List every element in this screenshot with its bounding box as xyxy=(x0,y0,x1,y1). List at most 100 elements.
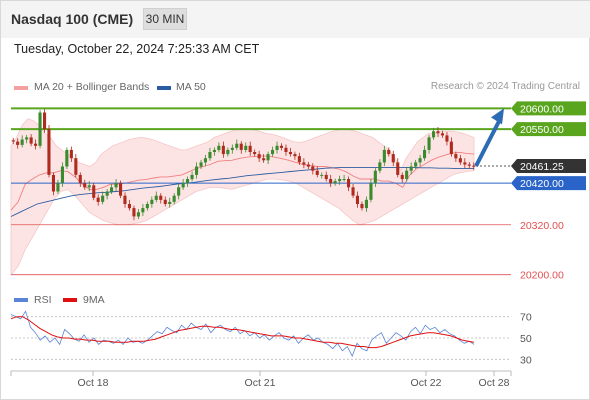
candle-body xyxy=(20,139,24,145)
candle-body xyxy=(239,143,243,150)
candle-body xyxy=(69,149,73,159)
level-tag-support xyxy=(511,176,586,191)
instrument-title: Nasdaq 100 (CME) xyxy=(11,11,134,27)
bollinger-bands xyxy=(10,118,475,276)
candle-body xyxy=(248,145,252,152)
ma50-legend-swatch xyxy=(157,86,171,90)
candle-body xyxy=(235,143,239,148)
candle-body xyxy=(195,166,199,175)
candle-body xyxy=(449,141,453,155)
candle-body xyxy=(347,179,351,188)
candle-body xyxy=(315,170,319,175)
candle-body xyxy=(47,129,51,175)
candle-body xyxy=(391,154,395,163)
candle-body xyxy=(83,183,87,188)
candle-body xyxy=(297,156,301,163)
rsi-ma-legend-label: 9MA xyxy=(83,294,105,306)
candle-body xyxy=(360,204,364,209)
candle-body xyxy=(154,195,158,200)
candle-body xyxy=(333,181,337,184)
rsi-legend-swatch xyxy=(14,298,28,302)
candle-body xyxy=(257,154,261,159)
candle-body xyxy=(338,179,342,182)
forecast-arrow xyxy=(474,108,504,167)
rsi-ma-legend-swatch xyxy=(63,298,77,302)
time-axis-label: Oct 18 xyxy=(78,377,109,389)
candle-body xyxy=(262,158,266,161)
candle-body xyxy=(423,149,427,159)
candle-body xyxy=(163,199,167,204)
level-label: 20320.00 xyxy=(520,220,564,232)
bollinger-band-area xyxy=(10,118,475,276)
candle-body xyxy=(324,174,328,180)
header-bar: Nasdaq 100 (CME) 30 MIN xyxy=(1,1,590,38)
candle-body xyxy=(467,164,471,166)
candle-body xyxy=(25,137,29,140)
candle-body xyxy=(440,133,444,136)
candle-body xyxy=(472,165,476,167)
candle-body xyxy=(427,137,431,150)
candle-body xyxy=(181,183,185,188)
candle-body xyxy=(405,170,409,179)
candle-body xyxy=(253,152,257,155)
candle-body xyxy=(302,162,306,165)
interval-button[interactable]: 30 MIN xyxy=(143,8,187,30)
candle-body xyxy=(43,112,47,130)
time-axis-label: Oct 22 xyxy=(411,377,442,389)
candle-body xyxy=(74,158,78,175)
candle-body xyxy=(96,197,100,202)
candle-body xyxy=(141,208,145,213)
candle-body xyxy=(409,166,413,171)
candle-body xyxy=(230,147,234,150)
candle-body xyxy=(11,140,15,142)
ma20-line xyxy=(10,151,475,211)
candle-body xyxy=(378,162,382,171)
candle-body xyxy=(172,195,176,202)
candle-body xyxy=(190,174,194,180)
ma20-legend-label: MA 20 + Bollinger Bands xyxy=(34,81,150,93)
time-axis-label: Oct 21 xyxy=(245,377,276,389)
candle-body xyxy=(351,187,355,196)
ma20-legend-swatch xyxy=(14,86,28,90)
candle-body xyxy=(65,149,69,167)
candle-body xyxy=(199,162,203,167)
candle-body xyxy=(114,183,118,188)
candle-body xyxy=(60,166,64,184)
candle-body xyxy=(217,145,221,150)
credit-text: Research © 2024 Trading Central xyxy=(430,81,580,92)
rsi-tick-label: 70 xyxy=(520,312,532,324)
candle-body xyxy=(387,149,391,155)
candle-body xyxy=(16,141,20,145)
time-axis-label: Oct 28 xyxy=(479,377,510,389)
candle-body xyxy=(212,149,216,152)
rsi-legend-label: RSI xyxy=(34,294,52,306)
candle-body xyxy=(288,152,292,155)
candle-body xyxy=(445,135,449,142)
candle-body xyxy=(29,137,33,144)
candle-body xyxy=(110,187,114,192)
candle-body xyxy=(342,179,346,180)
candle-body xyxy=(123,195,127,204)
candle-body xyxy=(400,174,404,180)
candle-body xyxy=(373,170,377,184)
candle-body xyxy=(458,158,462,163)
forecast-arrow-shaft xyxy=(474,118,502,167)
time-axis: Oct 18 Oct 21 Oct 22 Oct 28 xyxy=(10,370,512,389)
candle-body xyxy=(150,199,154,204)
candle-body xyxy=(436,131,440,134)
candle-body xyxy=(311,166,315,171)
level-labels: 20600.00 20550.00 20461.25 20420.00 20320.00… xyxy=(511,101,586,282)
candle-body xyxy=(177,187,181,196)
candle-body xyxy=(132,208,136,217)
timestamp: Tuesday, October 22, 2024 7:25:33 AM CET xyxy=(14,42,260,56)
rsi-line xyxy=(10,310,475,358)
candle-body xyxy=(92,185,96,198)
forecast-arrow-head xyxy=(491,108,504,125)
candle-body xyxy=(369,183,373,200)
level-tag-resistance xyxy=(511,101,586,116)
candle-body xyxy=(463,162,467,165)
candle-body xyxy=(382,149,386,163)
candle-body xyxy=(454,154,458,159)
candle-body xyxy=(284,147,288,152)
